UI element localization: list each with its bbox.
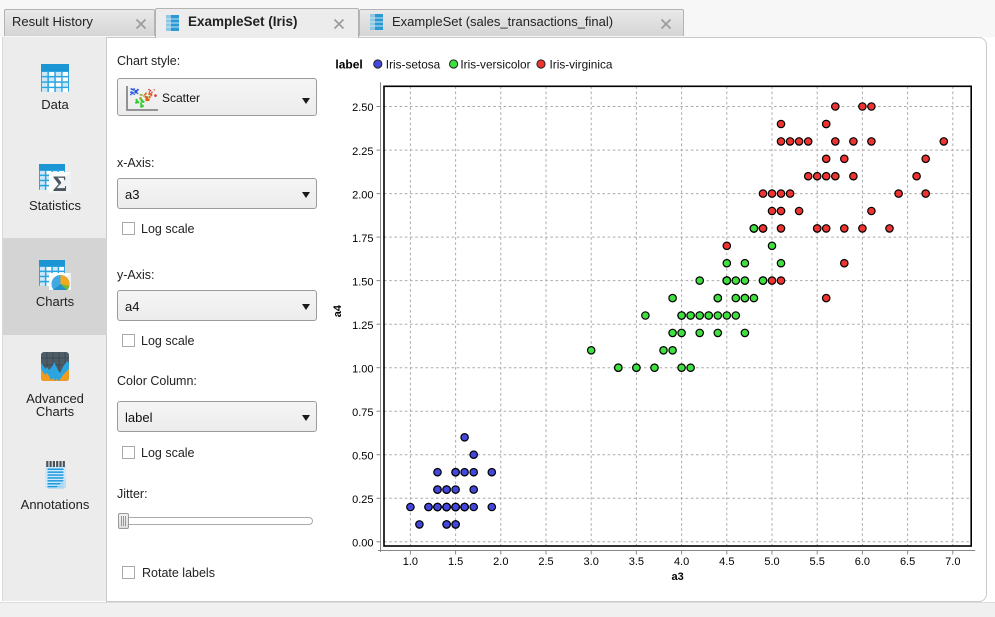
svg-text:5.0: 5.0 (764, 556, 779, 568)
svg-text:2.25: 2.25 (352, 146, 373, 158)
svg-text:Iris-versicolor: Iris-versicolor (460, 58, 530, 72)
svg-text:1.75: 1.75 (352, 233, 373, 245)
svg-text:0.25: 0.25 (352, 494, 373, 506)
svg-text:Iris-setosa: Iris-setosa (386, 58, 441, 72)
svg-text:Iris-virginica: Iris-virginica (550, 58, 613, 72)
svg-text:5.5: 5.5 (810, 556, 825, 568)
svg-text:1.0: 1.0 (403, 556, 418, 568)
svg-text:0.00: 0.00 (352, 538, 373, 550)
svg-text:Σ: Σ (53, 171, 67, 195)
svg-text:2.50: 2.50 (352, 102, 373, 114)
svg-text:label: label (335, 58, 362, 72)
svg-text:3.5: 3.5 (629, 556, 644, 568)
svg-text:4.5: 4.5 (719, 556, 734, 568)
svg-text:a4: a4 (332, 304, 344, 317)
svg-text:6.0: 6.0 (855, 556, 870, 568)
svg-text:2.5: 2.5 (538, 556, 553, 568)
svg-text:1.50: 1.50 (352, 276, 373, 288)
svg-text:2.00: 2.00 (352, 189, 373, 201)
svg-text:1.25: 1.25 (352, 320, 373, 332)
svg-text:a3: a3 (671, 571, 683, 583)
svg-text:0.50: 0.50 (352, 450, 373, 462)
svg-text:1.5: 1.5 (448, 556, 463, 568)
svg-text:7.0: 7.0 (945, 556, 960, 568)
svg-text:0.75: 0.75 (352, 407, 373, 419)
svg-text:1.00: 1.00 (352, 363, 373, 375)
svg-text:2.0: 2.0 (493, 556, 508, 568)
svg-text:4.0: 4.0 (674, 556, 689, 568)
svg-text:6.5: 6.5 (900, 556, 915, 568)
svg-text:3.0: 3.0 (584, 556, 599, 568)
